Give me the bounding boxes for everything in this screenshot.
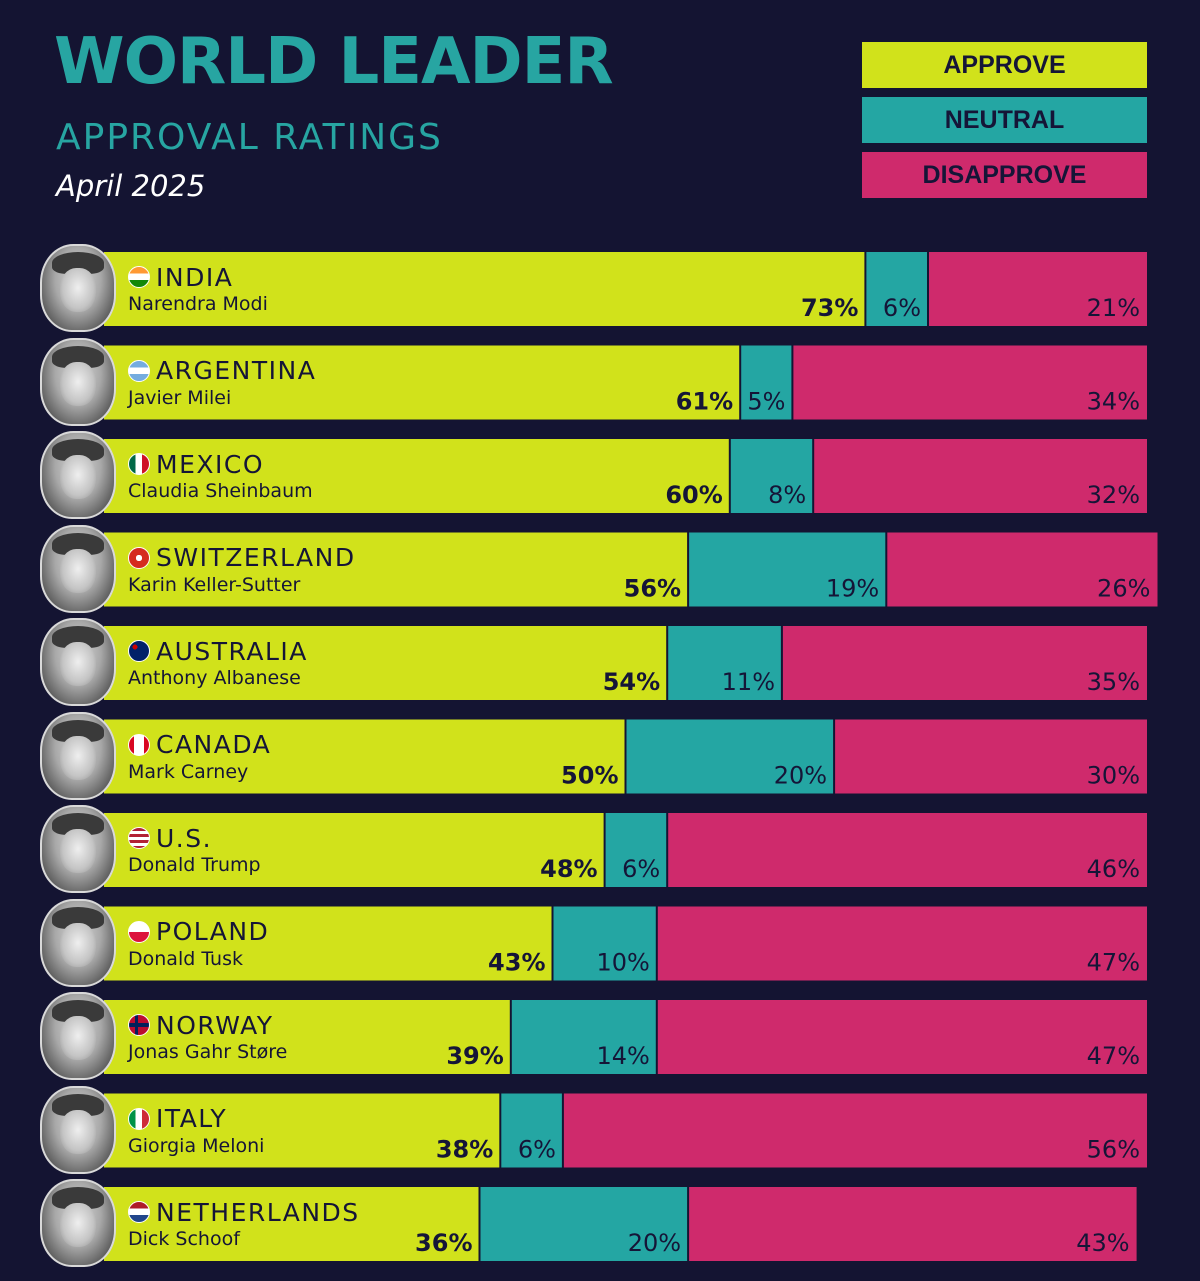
value-label-neutral-italy: 6% — [518, 1136, 556, 1164]
value-label-neutral-poland: 10% — [596, 949, 649, 977]
leader-photo-switzerland — [40, 525, 116, 613]
value-label-neutral-u-s: 6% — [622, 855, 660, 883]
value-label-disapprove-mexico: 32% — [1087, 481, 1140, 509]
leader-photo-u-s — [40, 805, 116, 893]
bar-disapprove-netherlands — [688, 1187, 1137, 1261]
leader-photo-india — [40, 244, 116, 332]
value-label-approve-australia: 54% — [603, 668, 660, 696]
leader-photo-canada — [40, 712, 116, 800]
bar-disapprove-u-s — [667, 813, 1147, 887]
value-label-disapprove-australia: 35% — [1087, 668, 1140, 696]
value-label-approve-argentina: 61% — [676, 388, 733, 416]
leader-photo-australia — [40, 618, 116, 706]
bar-approve-india — [104, 252, 865, 326]
value-label-disapprove-india: 21% — [1087, 294, 1140, 322]
value-label-disapprove-argentina: 34% — [1087, 388, 1140, 416]
value-label-disapprove-norway: 47% — [1087, 1042, 1140, 1070]
bar-disapprove-italy — [563, 1094, 1147, 1168]
value-label-neutral-australia: 11% — [722, 668, 775, 696]
value-label-neutral-norway: 14% — [596, 1042, 649, 1070]
value-label-disapprove-netherlands: 43% — [1076, 1229, 1129, 1257]
value-label-approve-norway: 39% — [446, 1042, 503, 1070]
leader-photo-norway — [40, 992, 116, 1080]
value-label-approve-switzerland: 56% — [624, 575, 681, 603]
leader-photo-netherlands — [40, 1179, 116, 1267]
bar-disapprove-norway — [657, 1000, 1147, 1074]
value-label-disapprove-poland: 47% — [1087, 949, 1140, 977]
bar-approve-switzerland — [104, 533, 688, 607]
value-label-approve-india: 73% — [801, 294, 858, 322]
value-label-approve-poland: 43% — [488, 949, 545, 977]
bar-approve-u-s — [104, 813, 605, 887]
bar-approve-canada — [104, 720, 626, 794]
value-label-neutral-india: 6% — [883, 294, 921, 322]
leader-photo-poland — [40, 899, 116, 987]
value-label-approve-italy: 38% — [436, 1136, 493, 1164]
value-label-neutral-canada: 20% — [774, 762, 827, 790]
value-label-neutral-mexico: 8% — [768, 481, 806, 509]
value-label-disapprove-u-s: 46% — [1087, 855, 1140, 883]
leader-photo-mexico — [40, 431, 116, 519]
value-label-approve-mexico: 60% — [665, 481, 722, 509]
value-label-approve-canada: 50% — [561, 762, 618, 790]
bar-approve-mexico — [104, 439, 730, 513]
stacked-bar-chart: 73% 6% 21% 61% 5% 34% 60% 8% 32% 56% 19% 26% 54% 11% 3… — [0, 0, 1200, 1281]
value-label-approve-u-s: 48% — [540, 855, 597, 883]
value-label-approve-netherlands: 36% — [415, 1229, 472, 1257]
value-label-disapprove-switzerland: 26% — [1097, 575, 1150, 603]
value-label-neutral-switzerland: 19% — [826, 575, 879, 603]
bar-approve-australia — [104, 626, 667, 700]
bar-approve-argentina — [104, 346, 740, 420]
leader-photo-argentina — [40, 338, 116, 426]
value-label-neutral-netherlands: 20% — [628, 1229, 681, 1257]
bar-disapprove-poland — [657, 907, 1147, 981]
leader-photo-italy — [40, 1086, 116, 1174]
value-label-disapprove-canada: 30% — [1087, 762, 1140, 790]
value-label-neutral-argentina: 5% — [747, 388, 785, 416]
value-label-disapprove-italy: 56% — [1087, 1136, 1140, 1164]
bar-approve-poland — [104, 907, 553, 981]
